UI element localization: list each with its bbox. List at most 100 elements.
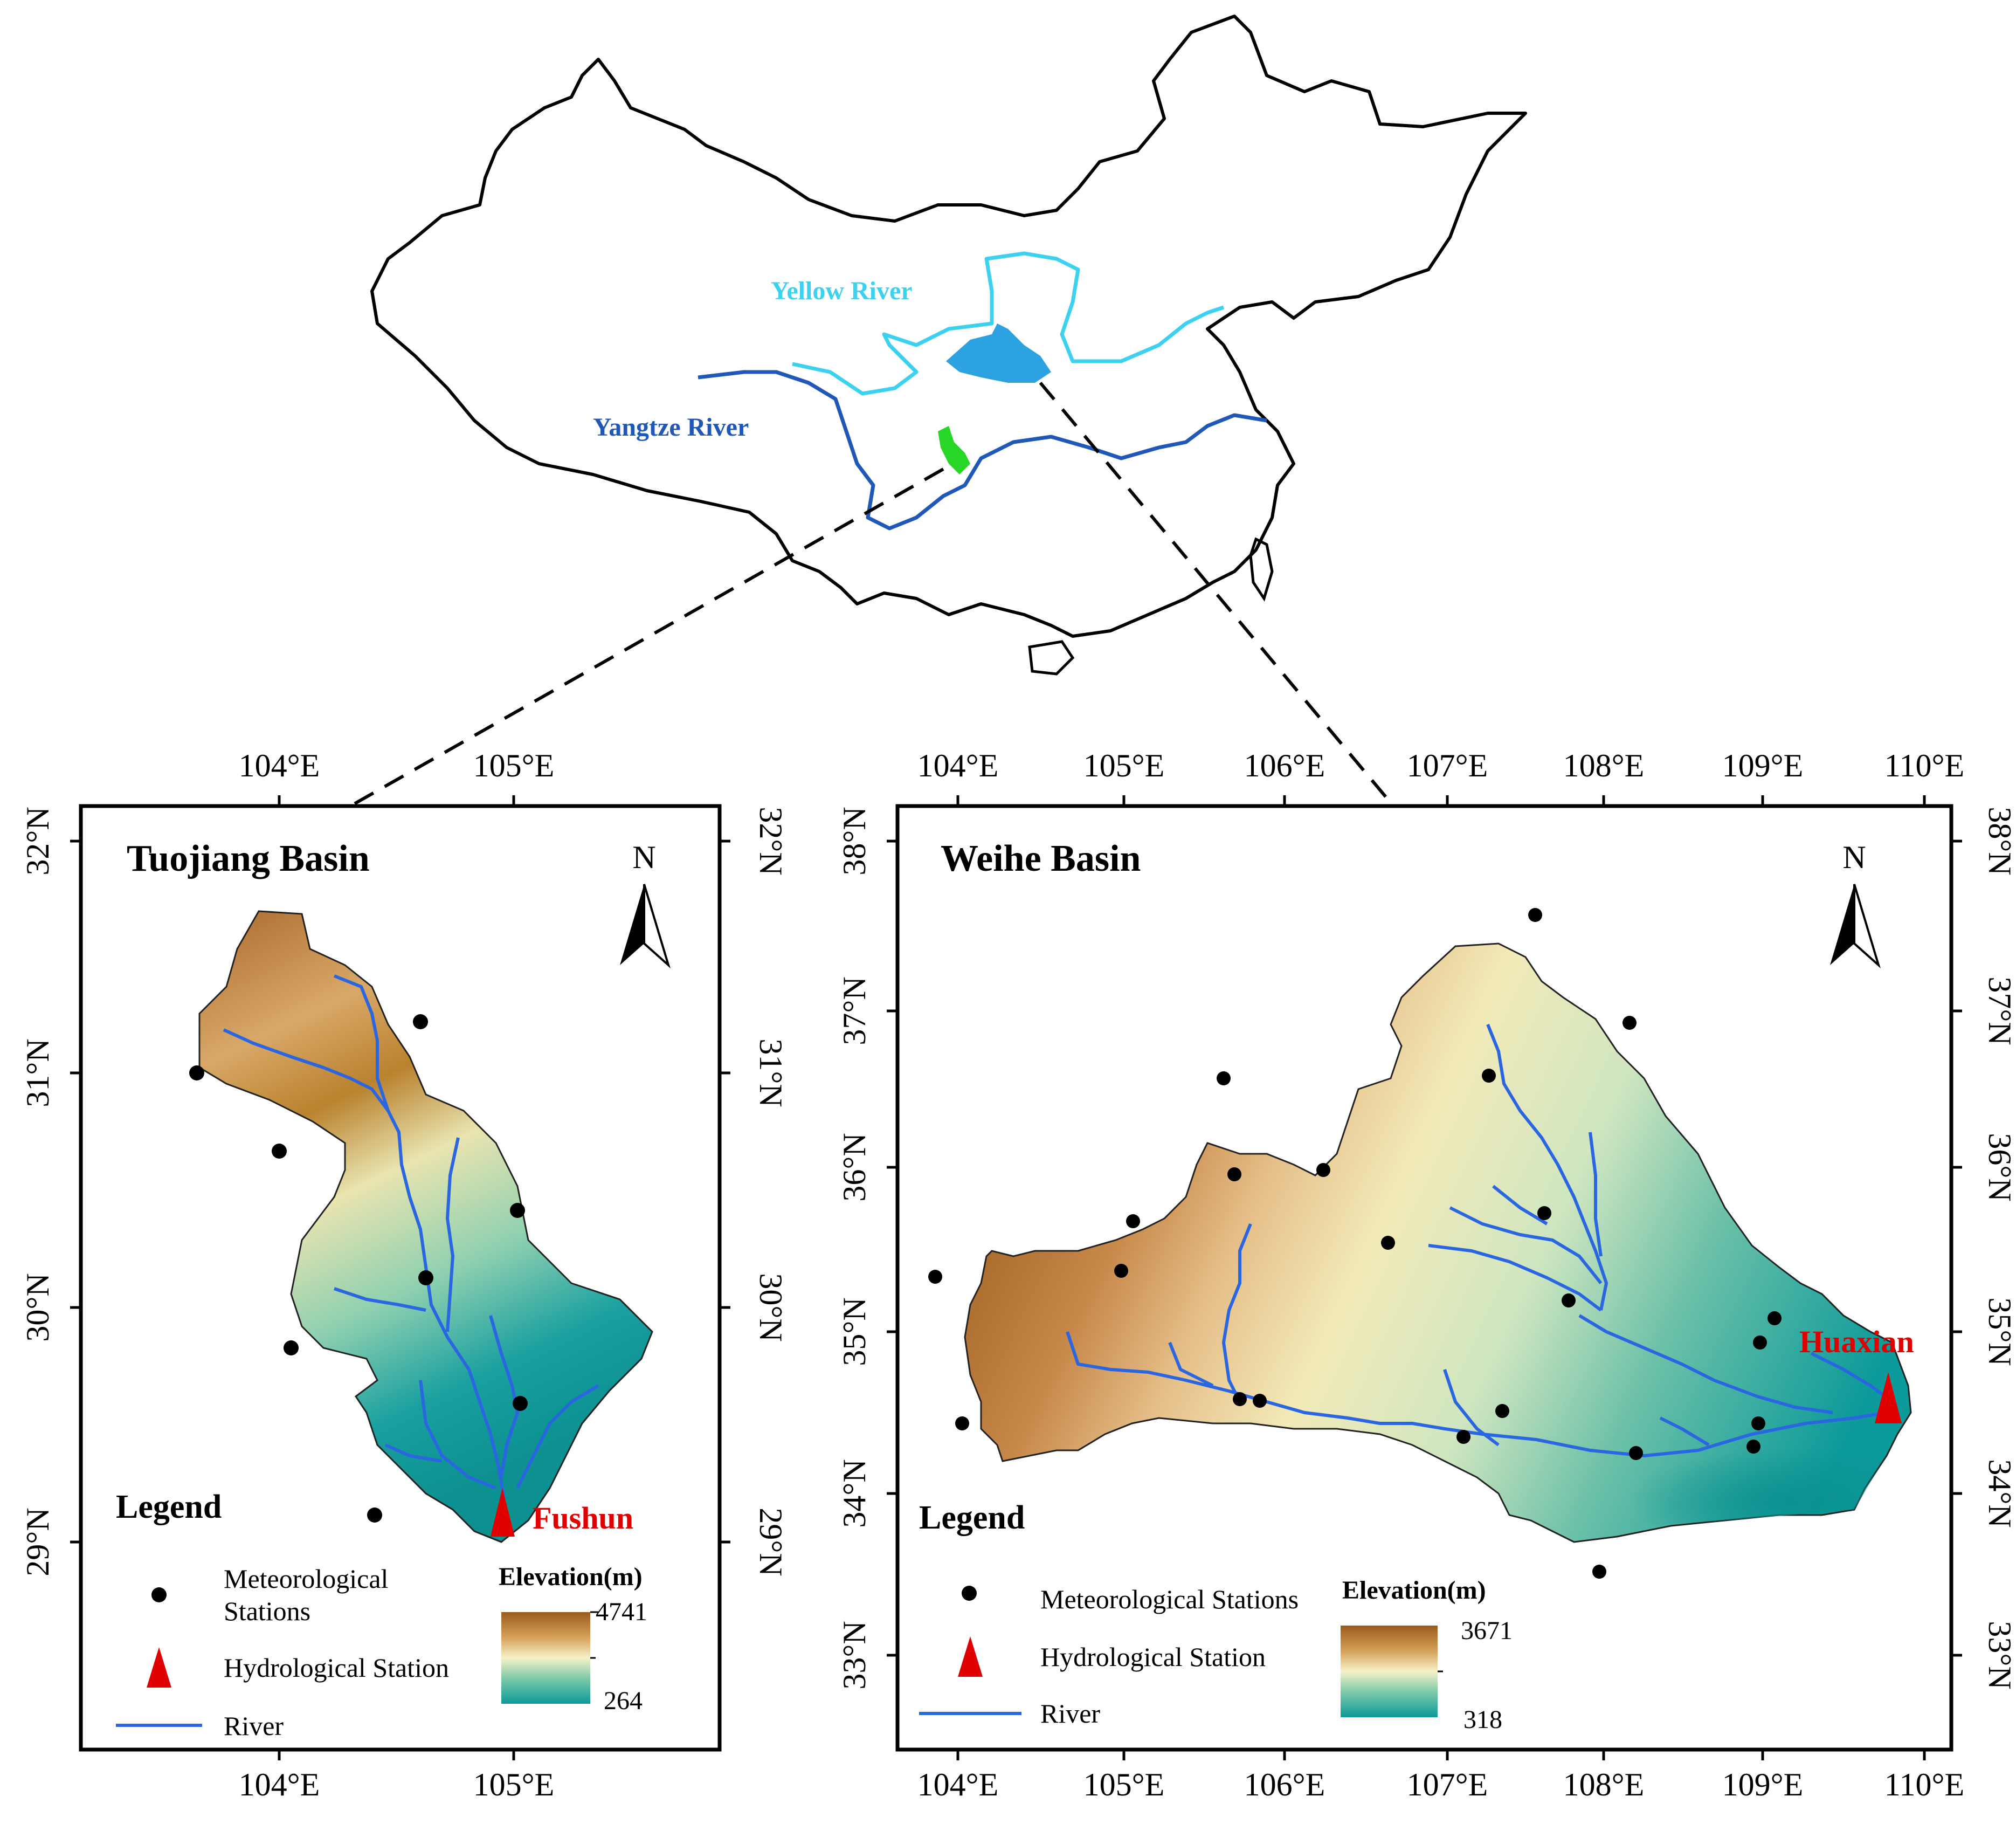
tj-north-arrow: N xyxy=(620,839,671,969)
tj-legend-hydro: Hydrological Station xyxy=(224,1653,449,1683)
wh-lon-top-1: 105°E xyxy=(1083,748,1165,783)
wh-lon-top-0: 104°E xyxy=(917,748,999,783)
tj-lat-left-0: 32°N xyxy=(20,807,56,875)
wh-elev-colorbar xyxy=(1341,1626,1438,1717)
tj-elev-min: 264 xyxy=(604,1687,643,1715)
met-station xyxy=(1537,1206,1551,1220)
weihe-legend: Legend Meteorological Stations Hydrologi… xyxy=(919,1499,1513,1734)
tj-lat-left-1: 31°N xyxy=(20,1038,56,1107)
tuojiang-basin xyxy=(198,910,653,1543)
wh-lon-bottom-1: 105°E xyxy=(1083,1767,1165,1802)
wh-legend-title: Legend xyxy=(919,1499,1025,1536)
tj-elev-max: 4741 xyxy=(596,1598,647,1626)
tj-legend-title: Legend xyxy=(116,1489,222,1525)
fushun-marker xyxy=(491,1488,515,1537)
tj-lat-right-1: 31°N xyxy=(753,1038,789,1107)
wh-lon-top-2: 106°E xyxy=(1244,748,1325,783)
met-station xyxy=(1456,1430,1470,1444)
wh-lat-right-4: 34°N xyxy=(1982,1459,2016,1527)
overview-map: Yellow River Yangtze River xyxy=(370,15,1527,676)
tj-lat-right-0: 32°N xyxy=(753,807,789,875)
wh-lat-left-0: 38°N xyxy=(837,807,872,875)
met-station xyxy=(1316,1163,1330,1177)
met-station xyxy=(1482,1069,1496,1083)
wh-elev-max: 3671 xyxy=(1461,1616,1513,1645)
tuojiang-basin-overview xyxy=(938,426,970,474)
met-station xyxy=(1495,1404,1509,1418)
wh-north-label: N xyxy=(1842,839,1866,875)
wh-lon-bottom-2: 106°E xyxy=(1244,1767,1325,1802)
tj-lat-right-3: 29°N xyxy=(753,1508,789,1576)
met-station xyxy=(1233,1392,1247,1406)
wh-lon-top-4: 108°E xyxy=(1563,748,1645,783)
tj-legend-hydro-symbol xyxy=(147,1647,171,1688)
tj-legend-met-1: Meteorological xyxy=(224,1564,388,1594)
tuojiang-met-stations xyxy=(189,1014,528,1523)
met-station xyxy=(1768,1311,1782,1325)
wh-lon-top-6: 110°E xyxy=(1884,748,1964,783)
wh-lon-bottom-4: 108°E xyxy=(1563,1767,1645,1802)
wh-legend-met-symbol xyxy=(962,1586,977,1601)
wh-lon-bottom-6: 110°E xyxy=(1884,1767,1964,1802)
connector-lines xyxy=(349,382,1395,808)
wh-legend-met: Meteorological Stations xyxy=(1040,1584,1299,1614)
yellow-river-label: Yellow River xyxy=(771,277,913,305)
wh-lon-bottom-5: 109°E xyxy=(1722,1767,1804,1802)
wh-lat-right-2: 36°N xyxy=(1982,1133,2016,1201)
taiwan-outline xyxy=(1249,537,1274,602)
wh-lat-left-2: 36°N xyxy=(837,1133,872,1201)
wh-lat-left-4: 34°N xyxy=(837,1459,872,1527)
met-station xyxy=(1562,1293,1576,1307)
yangtze-river xyxy=(698,370,1267,531)
tj-lon-top-1: 105°E xyxy=(473,748,555,783)
tuojiang-title: Tuojiang Basin xyxy=(127,838,370,879)
fushun-label: Fushun xyxy=(533,1500,633,1536)
met-station xyxy=(1751,1416,1765,1430)
wh-lat-left-1: 37°N xyxy=(837,976,872,1045)
wh-lat-right-5: 33°N xyxy=(1982,1621,2016,1689)
met-station xyxy=(1528,908,1542,922)
weihe-lowland xyxy=(1401,1364,1897,1531)
wh-legend-hydro: Hydrological Station xyxy=(1040,1642,1266,1672)
met-station xyxy=(513,1396,528,1411)
weihe-basin-overview xyxy=(946,323,1051,383)
weihe-rivers xyxy=(1066,1023,1893,1457)
wh-lat-right-0: 38°N xyxy=(1982,807,2016,875)
met-station xyxy=(1381,1236,1395,1250)
tuojiang-legend: Legend Meteorological Stations Hydrologi… xyxy=(116,1489,647,1741)
wh-elev-title: Elevation(m) xyxy=(1342,1576,1486,1605)
met-station xyxy=(1746,1440,1760,1454)
tuojiang-rivers xyxy=(223,974,599,1499)
met-station xyxy=(413,1014,428,1029)
wh-legend-hydro-symbol xyxy=(958,1636,983,1677)
weihe-title: Weihe Basin xyxy=(941,838,1141,879)
tj-elev-colorbar xyxy=(501,1612,590,1704)
wh-north-arrow: N xyxy=(1830,839,1881,969)
tj-lon-top-0: 104°E xyxy=(239,748,320,783)
met-station xyxy=(1126,1214,1140,1228)
tj-lat-right-2: 30°N xyxy=(753,1273,789,1341)
tj-north-label: N xyxy=(632,839,655,875)
weihe-ticks xyxy=(887,795,1962,1760)
wh-lon-top-3: 107°E xyxy=(1407,748,1488,783)
met-station xyxy=(955,1416,969,1430)
wh-lat-right-3: 35°N xyxy=(1982,1297,2016,1366)
yellow-river xyxy=(792,251,1225,396)
wh-lat-left-3: 35°N xyxy=(837,1297,872,1366)
met-station xyxy=(1592,1565,1606,1579)
tj-lon-bottom-1: 105°E xyxy=(473,1767,555,1802)
wh-lat-left-5: 33°N xyxy=(837,1621,872,1689)
connector-weihe xyxy=(1039,382,1395,807)
met-station xyxy=(272,1144,287,1159)
met-station xyxy=(1217,1071,1231,1085)
met-station xyxy=(1253,1394,1267,1408)
met-station xyxy=(1227,1167,1241,1181)
weihe-met-stations xyxy=(928,908,1782,1579)
tuojiang-ticks xyxy=(70,795,730,1760)
hainan-outline xyxy=(1028,640,1075,676)
tj-legend-met-symbol xyxy=(151,1587,167,1602)
wh-legend-river: River xyxy=(1040,1698,1100,1729)
tuojiang-panel: 104°E 105°E 104°E 105°E 32°N 31°N 30°N 2… xyxy=(20,748,789,1802)
tj-legend-met-2: Stations xyxy=(224,1596,310,1626)
wh-lon-bottom-0: 104°E xyxy=(917,1767,999,1802)
